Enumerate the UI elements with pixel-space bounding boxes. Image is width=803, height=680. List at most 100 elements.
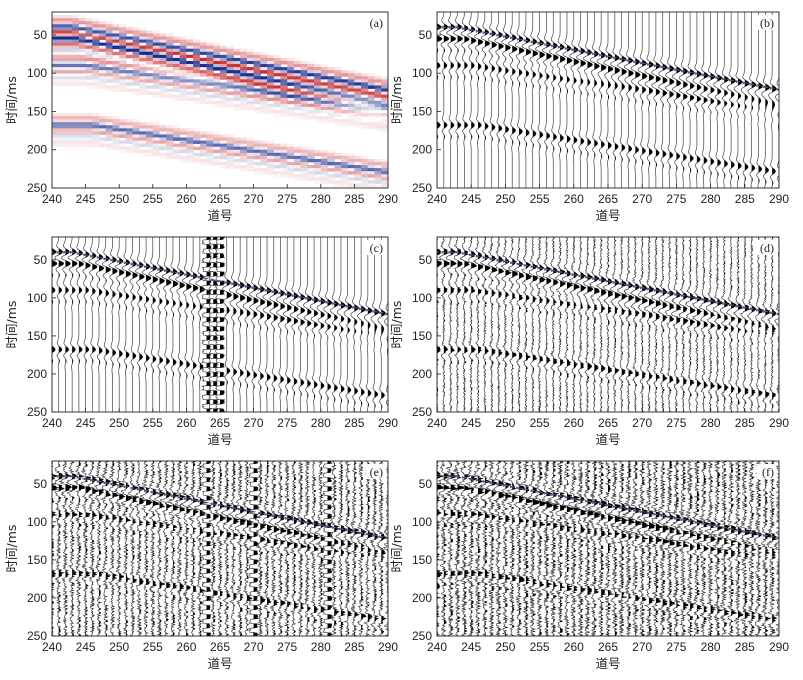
image-cell <box>253 67 261 71</box>
image-cell <box>267 60 275 65</box>
image-cell <box>105 51 114 56</box>
pick-marker <box>694 296 700 300</box>
image-cell <box>52 21 60 25</box>
image-cell <box>105 54 114 59</box>
image-cell <box>220 76 228 80</box>
image-cell <box>253 76 261 80</box>
image-cell <box>354 125 362 129</box>
image-cell <box>92 67 100 71</box>
wiggle-trace <box>75 237 84 412</box>
image-cell <box>253 165 261 169</box>
wiggle-fill <box>450 237 457 411</box>
image-cell <box>112 39 120 44</box>
image-cell <box>52 128 60 132</box>
image-cell <box>213 51 221 56</box>
image-cell <box>58 125 67 129</box>
image-cell <box>112 42 120 47</box>
image-cell <box>58 54 67 59</box>
image-cell <box>226 73 235 77</box>
image-cell <box>78 18 87 22</box>
x-tick-label: 280 <box>311 416 331 430</box>
pick-marker <box>503 260 509 263</box>
wiggle-line <box>141 237 152 412</box>
x-tick-label: 265 <box>598 640 618 654</box>
image-cell <box>99 143 107 148</box>
image-cell <box>85 82 93 86</box>
pick-marker <box>660 514 666 518</box>
pick-marker <box>571 48 577 52</box>
wiggle-trace <box>642 461 657 636</box>
image-cell <box>52 143 60 148</box>
image-cell <box>206 82 214 86</box>
image-cell <box>186 149 194 154</box>
wiggle-fill <box>512 461 519 636</box>
wiggle-fill <box>690 462 696 636</box>
pick-marker <box>687 295 693 299</box>
image-cell <box>132 67 140 71</box>
wiggle-trace <box>148 461 160 636</box>
image-cell <box>246 149 255 154</box>
wiggle-fill <box>267 287 272 393</box>
image-cell <box>381 79 388 83</box>
image-cell <box>267 103 275 108</box>
wiggle-trace <box>439 12 450 188</box>
image-cell <box>132 33 140 37</box>
image-cell <box>78 113 87 117</box>
image-cell <box>354 116 362 120</box>
image-cell <box>78 24 87 28</box>
wiggle-fill <box>233 281 239 387</box>
image-cell <box>52 60 60 65</box>
image-cell <box>260 100 268 105</box>
image-cell <box>152 131 161 135</box>
wiggle-trace <box>678 237 689 412</box>
wiggle-fill <box>690 69 695 174</box>
image-cell <box>287 168 295 172</box>
wiggle-trace <box>228 237 239 412</box>
image-cell <box>334 73 342 77</box>
wiggle-trace <box>101 237 111 412</box>
wiggle-trace <box>321 461 334 636</box>
wiggle-trace <box>755 237 764 412</box>
wiggle-trace <box>677 461 690 636</box>
wiggle-trace <box>589 237 600 412</box>
pick-marker <box>530 489 536 493</box>
x-tick-label: 255 <box>143 640 163 654</box>
pick-marker <box>204 277 210 280</box>
image-cell <box>139 128 147 132</box>
wiggle-fill <box>710 238 716 412</box>
image-cell <box>374 94 382 99</box>
wiggle-trace <box>740 12 750 188</box>
wiggle-trace <box>630 12 641 188</box>
image-cell <box>119 125 127 129</box>
image-cell <box>246 91 255 96</box>
wiggle-line <box>555 12 566 188</box>
wiggle-fill <box>587 237 593 411</box>
wiggle-trace <box>630 237 642 412</box>
wiggle-trace <box>437 461 451 636</box>
image-cell <box>347 103 355 108</box>
image-cell <box>58 131 67 135</box>
image-cell <box>381 177 388 181</box>
image-cell <box>99 76 107 80</box>
image-cell <box>132 54 140 59</box>
image-cell <box>260 79 268 83</box>
image-cell <box>226 48 235 53</box>
image-cell <box>361 91 369 96</box>
image-cell <box>240 85 248 89</box>
image-cell <box>320 73 329 77</box>
image-cell <box>186 97 194 102</box>
image-cell <box>233 79 241 83</box>
image-cell <box>293 106 302 111</box>
image-cell <box>85 18 93 22</box>
image-cell <box>99 70 107 74</box>
image-cell <box>72 140 80 145</box>
wiggle-trace <box>761 12 771 188</box>
image-cell <box>58 64 67 68</box>
x-axis-label: 道号 <box>595 432 620 447</box>
image-cell <box>119 76 127 80</box>
image-cell <box>267 79 275 83</box>
image-cell <box>112 51 120 56</box>
image-cell <box>293 82 302 86</box>
wiggle-trace <box>644 12 654 188</box>
image-cell <box>132 76 140 80</box>
